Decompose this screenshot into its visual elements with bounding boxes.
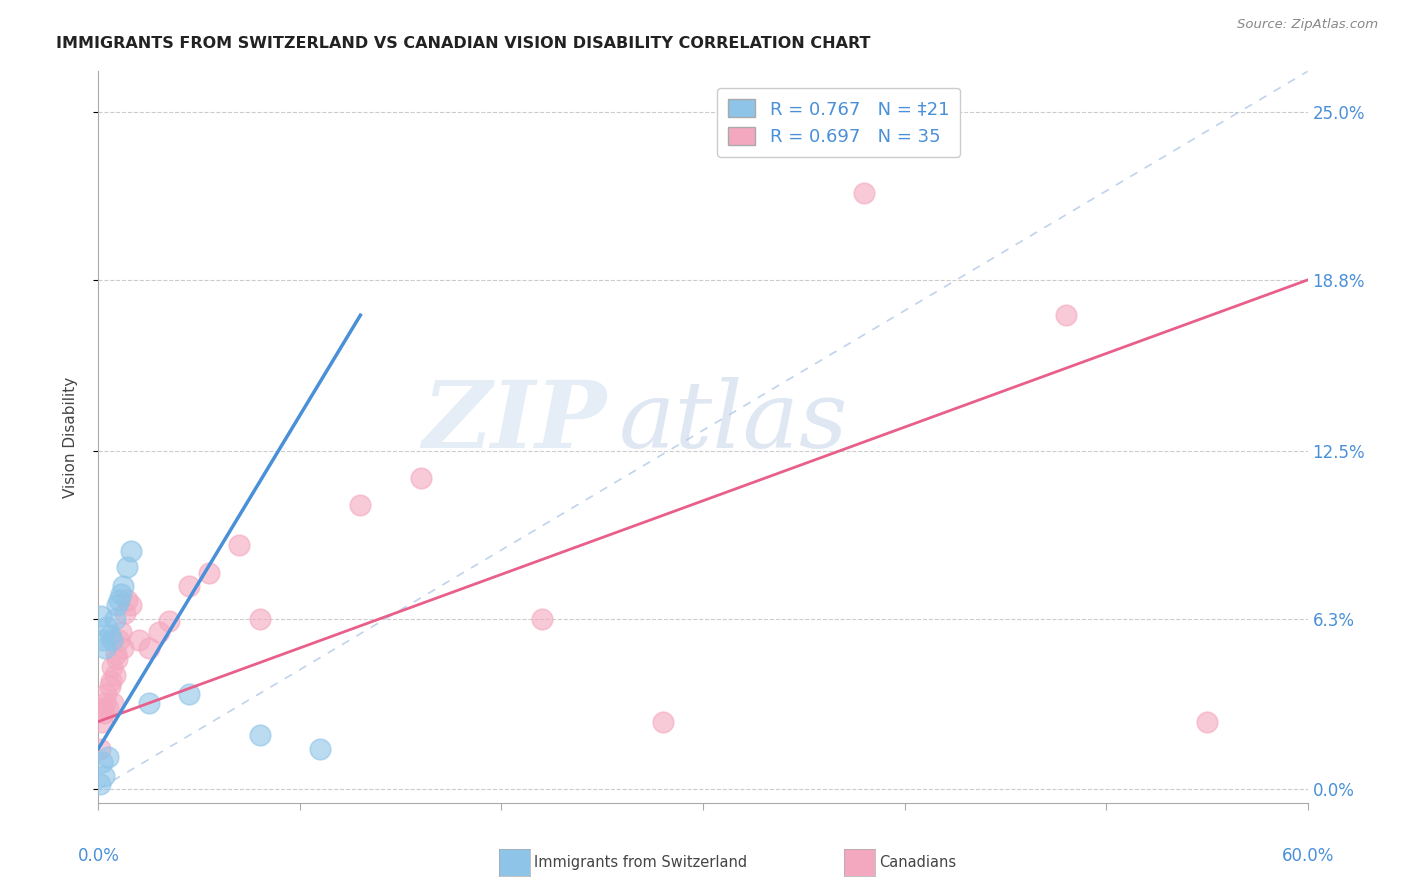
Point bbox=[853, 186, 876, 201]
Text: ZIP: ZIP bbox=[422, 377, 606, 467]
Point bbox=[110, 625, 132, 640]
Point bbox=[103, 668, 125, 682]
Point bbox=[91, 755, 114, 769]
Point bbox=[107, 592, 129, 607]
Point bbox=[179, 688, 201, 702]
Point bbox=[115, 560, 138, 574]
Point bbox=[96, 620, 118, 634]
Text: 0.0%: 0.0% bbox=[77, 847, 120, 864]
Point bbox=[148, 625, 170, 640]
Point bbox=[1195, 714, 1218, 729]
Point bbox=[110, 587, 132, 601]
Point bbox=[96, 688, 118, 702]
Point bbox=[107, 633, 129, 648]
Point bbox=[120, 598, 142, 612]
Point bbox=[100, 673, 122, 688]
Point bbox=[93, 633, 115, 648]
Text: Immigrants from Switzerland: Immigrants from Switzerland bbox=[534, 855, 748, 870]
Point bbox=[111, 641, 134, 656]
Point bbox=[100, 660, 122, 674]
Legend: R = 0.767   N = ‡21, R = 0.697   N = 35: R = 0.767 N = ‡21, R = 0.697 N = 35 bbox=[717, 87, 960, 157]
Point bbox=[157, 615, 180, 629]
Point bbox=[93, 701, 115, 715]
Point bbox=[98, 628, 121, 642]
Point bbox=[90, 608, 112, 623]
Point bbox=[651, 714, 673, 729]
Text: 60.0%: 60.0% bbox=[1281, 847, 1334, 864]
Point bbox=[93, 706, 115, 721]
Point bbox=[249, 728, 271, 742]
Point bbox=[104, 647, 127, 661]
Point bbox=[349, 498, 371, 512]
Point bbox=[120, 544, 142, 558]
Text: atlas: atlas bbox=[619, 377, 848, 467]
Point bbox=[93, 769, 115, 783]
Text: IMMIGRANTS FROM SWITZERLAND VS CANADIAN VISION DISABILITY CORRELATION CHART: IMMIGRANTS FROM SWITZERLAND VS CANADIAN … bbox=[56, 36, 870, 51]
Text: Canadians: Canadians bbox=[879, 855, 956, 870]
Point bbox=[91, 714, 114, 729]
Point bbox=[105, 598, 128, 612]
Point bbox=[100, 633, 122, 648]
Point bbox=[138, 641, 160, 656]
Point bbox=[101, 696, 124, 710]
Point bbox=[179, 579, 201, 593]
Point bbox=[89, 777, 111, 791]
Point bbox=[198, 566, 221, 580]
Point bbox=[89, 741, 111, 756]
Point bbox=[128, 633, 150, 648]
Point bbox=[1054, 308, 1077, 322]
Point bbox=[115, 592, 138, 607]
Text: Source: ZipAtlas.com: Source: ZipAtlas.com bbox=[1237, 18, 1378, 31]
Point bbox=[97, 749, 120, 764]
Point bbox=[228, 538, 250, 552]
Point bbox=[409, 471, 432, 485]
Point bbox=[103, 611, 125, 625]
Point bbox=[530, 611, 553, 625]
Point bbox=[111, 579, 134, 593]
Point bbox=[97, 701, 120, 715]
Point bbox=[309, 741, 332, 756]
Point bbox=[98, 679, 121, 693]
Point bbox=[114, 606, 136, 620]
Point bbox=[105, 652, 128, 666]
Point bbox=[249, 611, 271, 625]
Y-axis label: Vision Disability: Vision Disability bbox=[63, 376, 77, 498]
Point bbox=[94, 641, 117, 656]
Point bbox=[138, 696, 160, 710]
Point bbox=[94, 696, 117, 710]
